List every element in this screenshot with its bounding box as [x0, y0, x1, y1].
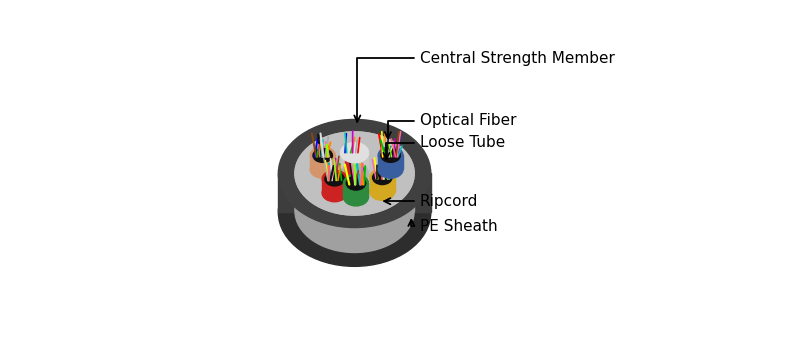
Ellipse shape	[310, 147, 335, 164]
Text: PE Sheath: PE Sheath	[408, 219, 498, 234]
Ellipse shape	[313, 149, 332, 162]
Ellipse shape	[341, 143, 369, 163]
Polygon shape	[378, 156, 403, 169]
Text: Central Strength Member: Central Strength Member	[354, 51, 614, 122]
Polygon shape	[310, 156, 335, 169]
Ellipse shape	[341, 163, 369, 184]
Ellipse shape	[295, 132, 414, 215]
Ellipse shape	[378, 161, 403, 178]
Text: Loose Tube: Loose Tube	[383, 135, 505, 159]
Ellipse shape	[370, 169, 394, 186]
Ellipse shape	[381, 149, 400, 162]
Ellipse shape	[370, 183, 394, 201]
Polygon shape	[343, 183, 369, 197]
Ellipse shape	[346, 176, 366, 190]
Ellipse shape	[310, 161, 335, 178]
Text: Ripcord: Ripcord	[384, 194, 478, 209]
Ellipse shape	[322, 184, 347, 202]
Polygon shape	[295, 174, 414, 211]
Polygon shape	[346, 158, 350, 182]
Polygon shape	[341, 153, 369, 174]
Ellipse shape	[343, 188, 369, 206]
Ellipse shape	[378, 147, 403, 164]
Polygon shape	[278, 174, 430, 212]
Ellipse shape	[341, 143, 369, 163]
Ellipse shape	[278, 120, 430, 228]
Ellipse shape	[295, 132, 414, 215]
Ellipse shape	[295, 169, 414, 252]
Ellipse shape	[322, 170, 347, 188]
Ellipse shape	[343, 174, 369, 192]
Ellipse shape	[373, 171, 392, 185]
Polygon shape	[322, 179, 347, 193]
Ellipse shape	[325, 172, 344, 186]
Ellipse shape	[278, 158, 430, 266]
Polygon shape	[370, 177, 394, 192]
Text: Optical Fiber: Optical Fiber	[385, 113, 516, 138]
